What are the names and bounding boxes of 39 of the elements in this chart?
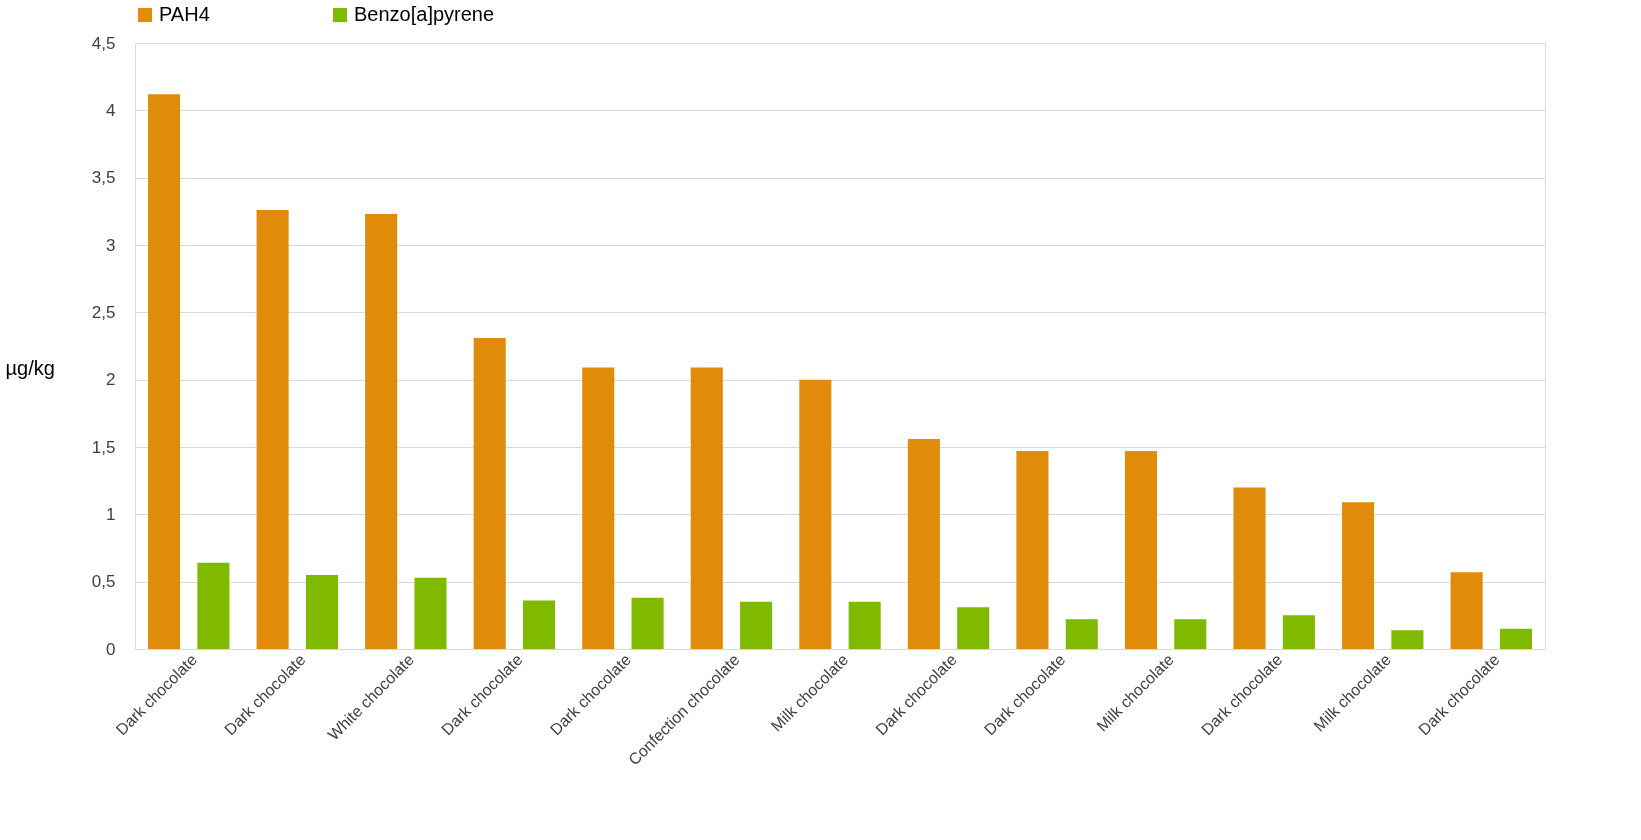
bar <box>848 601 881 649</box>
bar <box>256 209 289 649</box>
y-tick-label: 0 <box>106 639 116 659</box>
bar <box>690 367 723 649</box>
bar <box>1233 487 1266 649</box>
bar <box>473 337 506 649</box>
bar <box>631 597 664 649</box>
bar <box>305 574 338 649</box>
bar <box>1016 451 1049 649</box>
bar <box>365 214 398 649</box>
bar <box>799 379 832 649</box>
y-tick-label: 2,5 <box>91 302 116 322</box>
y-tick-label: 3 <box>106 235 116 255</box>
y-tick-label: 3,5 <box>91 168 116 188</box>
bar <box>1342 502 1375 649</box>
bar <box>414 577 447 649</box>
bar <box>1174 619 1207 649</box>
y-tick-label: 4 <box>106 100 116 120</box>
y-tick-label: 1 <box>106 504 116 524</box>
bar <box>740 601 773 649</box>
bar <box>957 607 990 649</box>
bar <box>523 600 556 649</box>
bar <box>1124 451 1157 649</box>
y-tick-label: 1,5 <box>91 437 116 457</box>
legend-label: Benzo[a]pyrene <box>354 3 495 25</box>
y-axis-title: µg/kg <box>5 356 55 379</box>
legend-label: PAH4 <box>159 3 210 25</box>
bar <box>582 367 615 649</box>
bar <box>1282 615 1315 649</box>
bar <box>907 438 940 649</box>
bar <box>1499 628 1532 649</box>
y-tick-label: 0,5 <box>91 572 116 592</box>
bar <box>1391 630 1424 649</box>
bar <box>1065 619 1098 649</box>
y-tick-label: 2 <box>106 370 116 390</box>
bar <box>197 562 230 649</box>
y-tick-label: 4,5 <box>91 33 116 53</box>
bar <box>1450 572 1483 649</box>
bar <box>148 94 181 649</box>
